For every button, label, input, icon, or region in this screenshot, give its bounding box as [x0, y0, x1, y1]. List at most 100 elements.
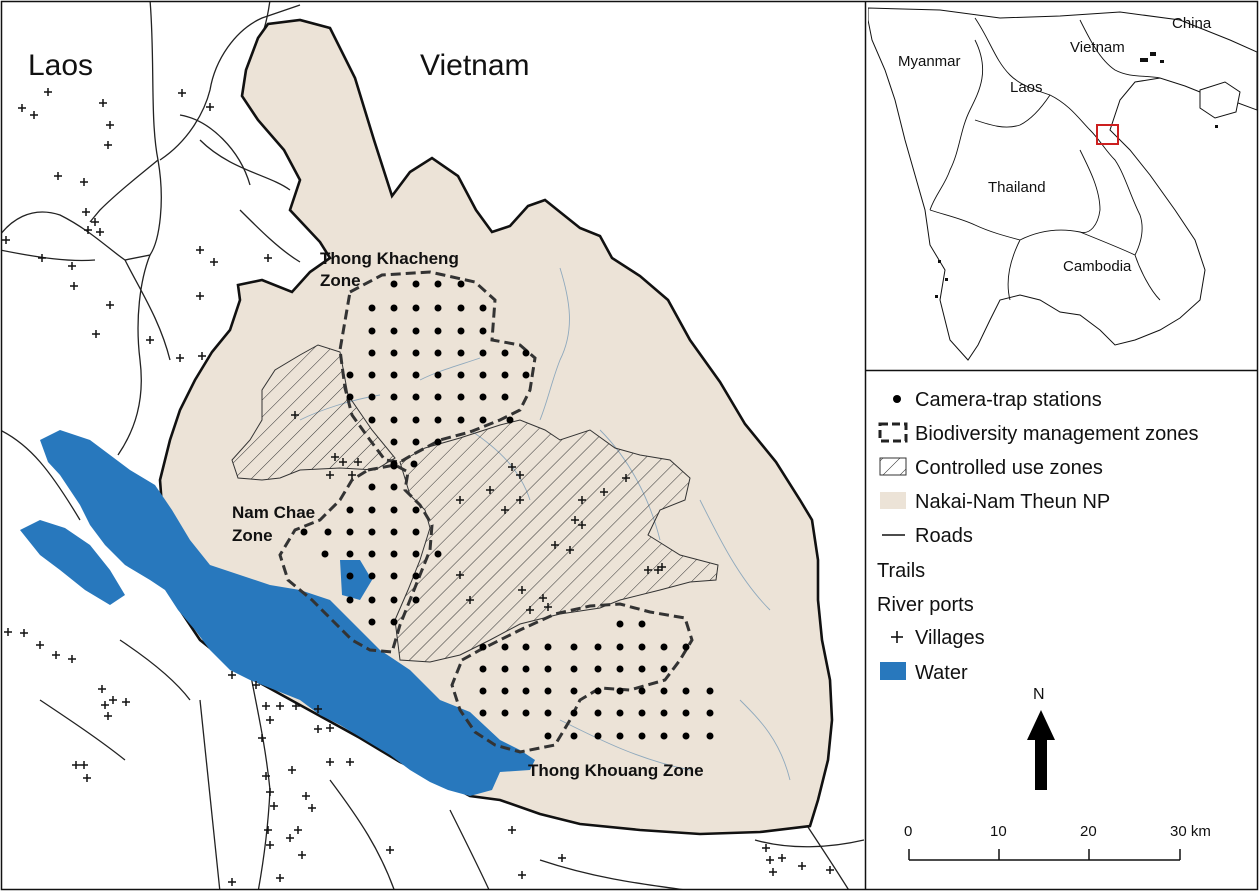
- village-marker: [228, 878, 236, 886]
- village-marker: [466, 596, 474, 604]
- camera-trap-station: [434, 416, 442, 424]
- village-marker: [331, 453, 339, 461]
- village-marker: [266, 841, 274, 849]
- village-marker: [266, 788, 274, 796]
- village-marker: [766, 856, 774, 864]
- zone-label-thong-khacheng-2: Zone: [320, 271, 361, 290]
- camera-trap-station: [412, 280, 420, 288]
- camera-trap-station: [706, 709, 714, 717]
- camera-trap-station: [544, 643, 552, 651]
- village-marker: [518, 871, 526, 879]
- country-label-laos: Laos: [28, 49, 93, 82]
- camera-trap-station: [412, 596, 420, 604]
- camera-trap-station: [682, 709, 690, 717]
- camera-trap-station: [412, 349, 420, 357]
- village-marker: [36, 641, 44, 649]
- village-marker: [106, 301, 114, 309]
- zone-label-thong-khouang: Thong Khouang Zone: [528, 761, 704, 780]
- camera-trap-station: [638, 643, 646, 651]
- village-marker: [518, 586, 526, 594]
- camera-trap-station: [479, 687, 487, 695]
- village-marker: [20, 629, 28, 637]
- camera-trap-station: [390, 438, 398, 446]
- camera-trap-station: [346, 371, 354, 379]
- camera-trap-station: [594, 643, 602, 651]
- village-marker: [38, 254, 46, 262]
- village-marker: [4, 628, 12, 636]
- camera-trap-station: [544, 665, 552, 673]
- main-map: Laos Vietnam Thong Khacheng Zone Nam Cha…: [2, 2, 864, 890]
- camera-trap-station: [390, 393, 398, 401]
- camera-trap-station: [638, 620, 646, 628]
- village-marker: [68, 655, 76, 663]
- village-marker: [622, 474, 630, 482]
- village-marker: [600, 488, 608, 496]
- village-marker: [196, 246, 204, 254]
- village-marker: [176, 354, 184, 362]
- village-marker: [386, 846, 394, 854]
- country-label-vietnam: Vietnam: [420, 49, 530, 82]
- camera-trap-station: [570, 643, 578, 651]
- camera-trap-station: [390, 462, 398, 470]
- camera-trap-station: [434, 371, 442, 379]
- camera-trap-station: [412, 528, 420, 536]
- camera-trap-station: [368, 550, 376, 558]
- camera-trap-station: [616, 665, 624, 673]
- camera-trap-station: [390, 371, 398, 379]
- camera-trap-station: [544, 687, 552, 695]
- village-marker: [276, 702, 284, 710]
- camera-trap-station: [368, 327, 376, 335]
- legend-plus-symbol: [891, 631, 903, 643]
- village-marker: [262, 702, 270, 710]
- legend-park-box-symbol: [880, 492, 906, 509]
- village-marker: [314, 725, 322, 733]
- camera-trap-station: [434, 550, 442, 558]
- camera-trap-station: [390, 483, 398, 491]
- village-marker: [101, 701, 109, 709]
- legend-label-park: Nakai-Nam Theun NP: [915, 491, 1110, 513]
- camera-trap-station: [616, 732, 624, 740]
- village-marker: [516, 471, 524, 479]
- village-marker: [18, 104, 26, 112]
- camera-trap-station: [434, 304, 442, 312]
- camera-trap-station: [390, 304, 398, 312]
- camera-trap-station: [412, 572, 420, 580]
- village-marker: [354, 458, 362, 466]
- camera-trap-station: [682, 732, 690, 740]
- legend-label-biodiversity: Biodiversity management zones: [915, 423, 1198, 445]
- camera-trap-station: [434, 327, 442, 335]
- camera-trap-station: [501, 393, 509, 401]
- village-marker: [146, 336, 154, 344]
- village-marker: [206, 103, 214, 111]
- camera-trap-station: [660, 687, 668, 695]
- camera-trap-station: [570, 687, 578, 695]
- camera-trap-station: [594, 732, 602, 740]
- village-marker: [80, 761, 88, 769]
- camera-trap-station: [594, 665, 602, 673]
- camera-trap-station: [346, 393, 354, 401]
- village-marker: [84, 226, 92, 234]
- camera-trap-station: [570, 665, 578, 673]
- village-marker: [228, 671, 236, 679]
- inset-label-myanmar: Myanmar: [898, 53, 961, 70]
- village-marker: [566, 546, 574, 554]
- camera-trap-station: [368, 349, 376, 357]
- biodiversity-management-zones: [278, 270, 694, 754]
- camera-trap-station: [410, 460, 418, 468]
- village-marker: [109, 696, 117, 704]
- village-marker: [262, 772, 270, 780]
- camera-trap-station: [324, 528, 332, 536]
- legend-label-controlled: Controlled use zones: [915, 457, 1103, 479]
- legend-water-symbol: [880, 662, 906, 680]
- legend-label-roads: Roads: [915, 525, 973, 547]
- camera-trap-station: [412, 304, 420, 312]
- village-marker: [83, 774, 91, 782]
- village-marker: [91, 218, 99, 226]
- village-marker: [258, 734, 266, 742]
- camera-trap-station: [522, 371, 530, 379]
- village-marker: [826, 866, 834, 874]
- camera-trap-station: [660, 732, 668, 740]
- village-marker: [30, 111, 38, 119]
- village-marker: [82, 208, 90, 216]
